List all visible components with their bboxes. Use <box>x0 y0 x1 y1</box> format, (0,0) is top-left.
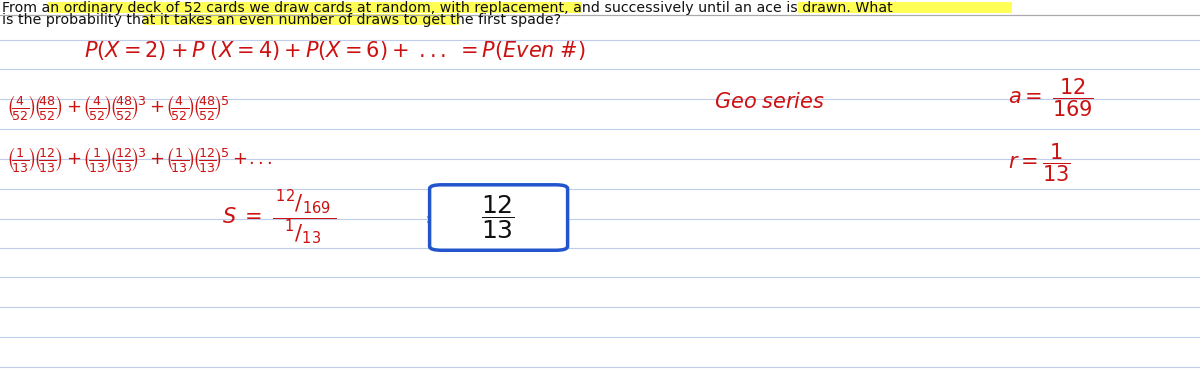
Text: $\mathit{P(X{=}2) + P\;(X{=}4) + P(X{=}6) + \;...\; =P(Even\;\#)}$: $\mathit{P(X{=}2) + P\;(X{=}4) + P(X{=}6… <box>84 38 586 62</box>
Bar <box>798 2 1012 13</box>
Text: $a{=}\;\dfrac{12}{169}$: $a{=}\;\dfrac{12}{169}$ <box>1008 77 1094 119</box>
FancyBboxPatch shape <box>430 185 568 250</box>
Text: From an ordinary deck of 52 cards we draw cards at random, with replacement, and: From an ordinary deck of 52 cards we dra… <box>2 1 893 15</box>
Text: $\mathit{Geo\;series}$: $\mathit{Geo\;series}$ <box>714 92 824 112</box>
Text: $\dfrac{12}{13}$: $\dfrac{12}{13}$ <box>481 194 515 241</box>
Bar <box>144 14 460 25</box>
Bar <box>48 2 582 13</box>
Text: $=$: $=$ <box>420 206 444 229</box>
Text: $S\;=\;\dfrac{\,{}^{12}/_{169}\,}{\,{}^{1}/_{13}\,}$: $S\;=\;\dfrac{\,{}^{12}/_{169}\,}{\,{}^{… <box>222 188 336 247</box>
Text: $\left(\!\frac{4}{52}\!\right)\!\left(\!\frac{48}{52}\!\right)+\!\left(\!\frac{4: $\left(\!\frac{4}{52}\!\right)\!\left(\!… <box>6 93 229 122</box>
Text: $\left(\!\frac{1}{13}\!\right)\!\left(\!\frac{12}{13}\!\right)+\!\left(\!\frac{1: $\left(\!\frac{1}{13}\!\right)\!\left(\!… <box>6 145 272 174</box>
Text: $r{=}\dfrac{1}{13}$: $r{=}\dfrac{1}{13}$ <box>1008 142 1070 184</box>
Text: is the probability that it takes an even number of draws to get the first spade?: is the probability that it takes an even… <box>2 13 562 27</box>
